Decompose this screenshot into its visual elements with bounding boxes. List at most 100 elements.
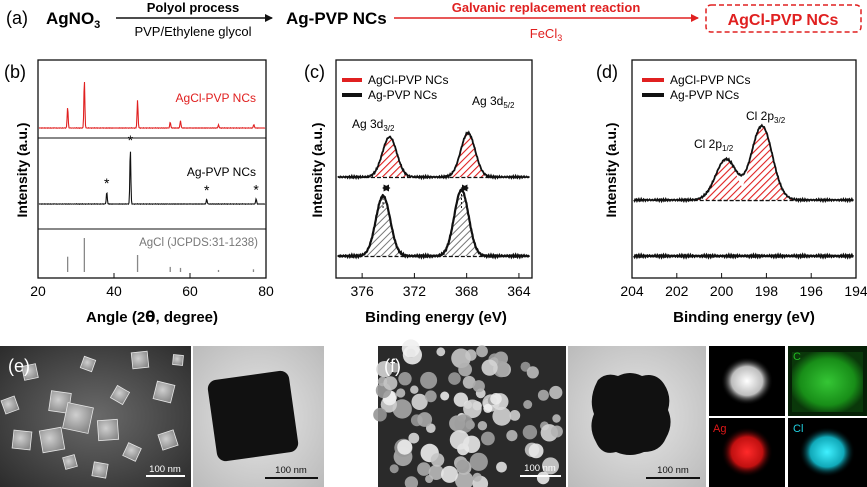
xrd-frame — [37, 59, 267, 279]
sem-particle — [526, 366, 539, 379]
xps_ag-series-1 — [337, 130, 530, 181]
xrd-star: * — [253, 182, 259, 198]
sem-particle — [398, 372, 412, 386]
panel-label-f: (f) — [384, 356, 401, 376]
xrd-series-2 — [38, 151, 266, 206]
eds-haadf-particle — [721, 357, 773, 405]
eds-ag-particle — [721, 427, 773, 477]
xps-ag-legend-1: AgCl-PVP NCs — [368, 73, 448, 87]
sem-particle — [456, 459, 470, 473]
xps-cl-ylabel: Intensity (a.u.) — [603, 123, 619, 218]
scheme-row: (a) AgNO3 Polyol process PVP/Ethylene gl… — [6, 0, 862, 43]
xps_cl-peak-fill — [681, 159, 769, 200]
sem-particle — [537, 389, 549, 401]
xps-cl-legend-1: AgCl-PVP NCs — [670, 73, 750, 87]
xps_ag-peak-fill — [437, 133, 499, 177]
xrd-curves — [38, 81, 266, 272]
precursor-label: AgNO3 — [46, 9, 100, 31]
xrd-xlabel: Angle (2θ, degree) — [86, 308, 218, 326]
xps_ag-peak-fill — [359, 137, 421, 177]
xps-ag-peak-label-2: Ag 3d5/2 — [472, 94, 515, 110]
xps_ag-peak-fill — [430, 190, 492, 256]
sem-particle — [552, 414, 561, 423]
sem-f-particles — [373, 339, 563, 487]
xrd-star: * — [104, 175, 110, 191]
sem-cube — [157, 429, 179, 451]
sem-particle — [523, 400, 533, 409]
sem-particle — [436, 347, 446, 357]
xps-cl-peak-label-2: Cl 2p3/2 — [746, 109, 786, 125]
xrd-series-1 — [38, 81, 266, 130]
micrograph-e: (e) 100 nm 100 nm — [0, 346, 324, 487]
sem-particle — [509, 410, 521, 421]
sem-particle — [453, 392, 469, 407]
sem-particle — [462, 375, 476, 389]
sem-particle — [455, 471, 474, 487]
xps-cl-peak-label-1: Cl 2p1/2 — [694, 137, 734, 153]
sem-particle — [476, 345, 488, 358]
sem-particle — [550, 425, 563, 438]
sem-cube — [172, 354, 184, 366]
sem-cube — [122, 442, 142, 462]
sem-particle — [481, 431, 495, 446]
sem-particle — [454, 414, 474, 434]
xps-ag-ylabel: Intensity (a.u.) — [309, 123, 325, 218]
xps_cl-tick-label: 204 — [620, 283, 644, 299]
sem-cube — [38, 426, 66, 454]
sem-particle — [424, 390, 437, 403]
xps_cl-peak-fill — [717, 126, 805, 200]
eds-label-ag: Ag — [713, 423, 726, 435]
xps_cl-tick-label: 200 — [710, 283, 734, 299]
xps_cl-series-1 — [633, 123, 854, 204]
xps-cl-x-ticks: 204 202 200 198 196 194 — [620, 273, 867, 299]
xps-ag-frame — [335, 59, 533, 279]
panel-label-c: (c) — [304, 62, 325, 82]
sem-particle — [376, 361, 393, 378]
sem-particle — [373, 407, 387, 422]
sem-cube — [91, 461, 109, 479]
scale-label-f-sem: 100 nm — [524, 463, 556, 474]
xrd-stars: * * * * — [104, 132, 259, 198]
sem-particle — [441, 465, 458, 483]
sem-cube — [0, 395, 20, 415]
panel-label-d: (d) — [596, 62, 618, 82]
xps_cl-tick-label: 202 — [665, 283, 689, 299]
sem-cube — [96, 418, 120, 442]
sem-cube — [21, 363, 39, 381]
scale-label-e-tem: 100 nm — [275, 465, 307, 476]
eds-cl-particle — [799, 427, 855, 477]
sem-cube — [11, 429, 33, 451]
sem-particle — [417, 462, 431, 476]
sem-particle — [448, 372, 461, 385]
sem-particle — [428, 464, 444, 480]
xps-cl-frame — [631, 59, 857, 279]
xps_ag-peak-fill — [352, 196, 414, 256]
sem-particle — [404, 476, 419, 487]
tem-cube-e — [207, 370, 299, 462]
intermediate-label: Ag-PVP NCs — [286, 9, 387, 28]
xps-ag-curves — [337, 130, 531, 260]
sem-particle — [410, 385, 419, 394]
xps_ag-tick-label: 364 — [507, 283, 531, 299]
arrow2-bottom-label: FeCl3 — [530, 26, 562, 43]
xrd-label-ag-pvp: Ag-PVP NCs — [187, 165, 256, 179]
sem-particle — [472, 472, 482, 482]
sem-particle — [536, 471, 550, 485]
scale-label-e-sem: 100 nm — [149, 464, 181, 475]
arrow1-top-label: Polyol process — [147, 0, 239, 15]
xps_ag-series-2 — [337, 188, 531, 260]
sem-particle — [420, 371, 438, 389]
xrd-panel: (b) AgCl-PVP NCs Ag-PVP NCs AgCl (JCPDS:… — [4, 59, 274, 326]
sem-particle — [522, 425, 538, 440]
xrd-tick-label: 80 — [258, 283, 274, 299]
xrd-tick-label: 20 — [30, 283, 46, 299]
sem-cube — [62, 454, 78, 470]
sem-particle — [496, 461, 507, 473]
eds-c-signal — [792, 352, 863, 412]
sem-cube — [62, 402, 94, 434]
sem-particle — [528, 443, 544, 459]
sem-particle — [392, 399, 412, 419]
xps_ag-tick-label: 372 — [403, 283, 427, 299]
xps-ag-panel: (c) AgCl-PVP NCs Ag-PVP NCs Ag 3d3/2 Ag … — [304, 59, 533, 326]
